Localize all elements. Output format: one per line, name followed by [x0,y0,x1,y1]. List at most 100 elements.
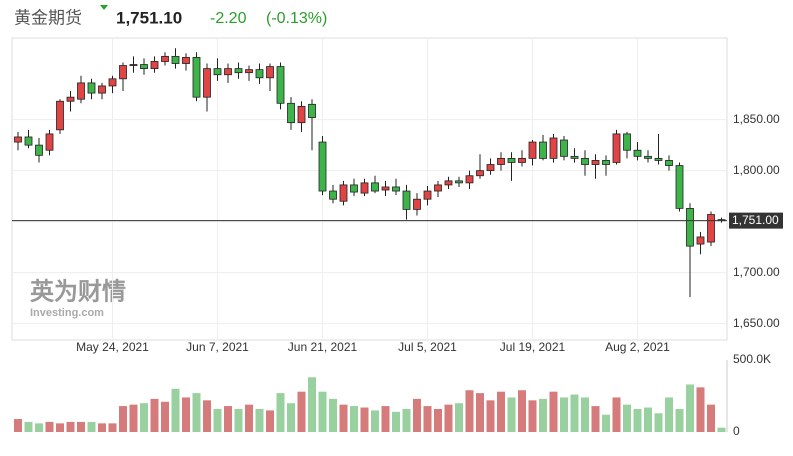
volume-bar [434,408,442,432]
candle-body [602,160,610,165]
candle-body [392,186,400,192]
price-frame [11,37,728,341]
volume-bar [150,398,159,432]
candle-body [182,56,190,64]
candle-body [224,68,232,76]
candle-body [24,136,33,146]
candle-body [581,157,589,165]
last-price-box [729,212,783,229]
candle-body [192,56,201,98]
candle-body [612,133,621,163]
candle-body [381,186,390,191]
volume-bar [129,404,138,432]
volume-bar [402,408,411,432]
volume-bar [318,391,327,432]
volume-bar [203,400,211,432]
candle-body [434,184,442,192]
volume-bar [192,393,201,432]
volume-bar [465,390,474,432]
candle-body [287,102,295,124]
volume-bar [24,421,33,432]
candle-body [203,68,211,98]
watermark-sub: Investing.com [30,307,104,319]
x-tick-label: May 24, 2021 [76,340,149,354]
candle-body [465,175,474,184]
candle-body [444,180,453,186]
candle-body [56,100,64,131]
volume-bar [581,397,589,432]
candle-body [528,141,537,159]
volume-bar [35,423,43,432]
candle-body [329,190,337,200]
volume-bar [413,398,421,432]
volume-bar [665,397,673,432]
volume-bar [717,427,726,432]
candle-body [266,66,274,79]
volume-bar [486,400,495,432]
volume-bar [570,394,579,432]
volume-bar [329,398,337,432]
candle-body [35,144,43,156]
volume-bar [623,404,631,432]
volume-bar [266,410,274,432]
volume-bar [297,391,306,432]
volume-bar [371,410,379,432]
candle-body [339,184,348,202]
candle-body [654,157,663,161]
candle-body [108,78,117,87]
candle-body [234,68,243,74]
candle-body [486,164,495,172]
volume-bar [654,413,663,432]
volume-bar [633,408,642,432]
volume-bar [119,406,127,432]
volume-bar [87,421,96,432]
candle-body [539,141,547,159]
change-icon [100,5,108,10]
volume-bar [560,397,568,432]
candle-body [245,69,253,74]
volume-bar [455,403,463,432]
candle-body [350,184,358,193]
volume-bar [381,406,390,432]
price-change: -2.20 [210,10,247,27]
volume-bar [360,407,369,432]
volume-bar [539,398,547,432]
x-tick-label: Jul 19, 2021 [500,340,566,354]
volume-bar [224,406,232,432]
candle-body [360,182,369,194]
volume-bar [350,406,358,432]
candle-body [308,103,316,118]
volume-bar [423,406,432,432]
candle-body [14,136,22,143]
x-tick-label: Jun 7, 2021 [186,340,249,354]
candle-body [696,236,705,245]
volume-bar [234,408,243,432]
volume-bar [528,400,537,432]
volume-bar [56,423,64,432]
volume-bar [644,407,652,432]
volume-bar [182,397,190,432]
volume-bar [308,377,316,432]
candle-body [423,190,432,200]
x-tick-label: Jun 21, 2021 [288,340,358,354]
candle-body [675,165,684,209]
candle-body [591,160,600,165]
watermark-brand: 英为财情 [30,278,126,305]
volume-bar [213,408,222,432]
candle-body [318,141,327,192]
candle-body [98,85,106,94]
volume-bar [77,421,85,432]
volume-bar [66,421,75,432]
candle-body [140,64,148,70]
candle-body [119,65,127,80]
volume-bar [476,393,484,432]
volume-bar [45,421,54,432]
volume-bar [549,391,558,432]
candle-body [686,207,694,247]
volume-bar [696,387,705,432]
candle-body [255,69,264,79]
y-tick-label: 1,850.00 [733,112,780,126]
candle-body [276,66,285,104]
volume-bar [518,390,526,432]
